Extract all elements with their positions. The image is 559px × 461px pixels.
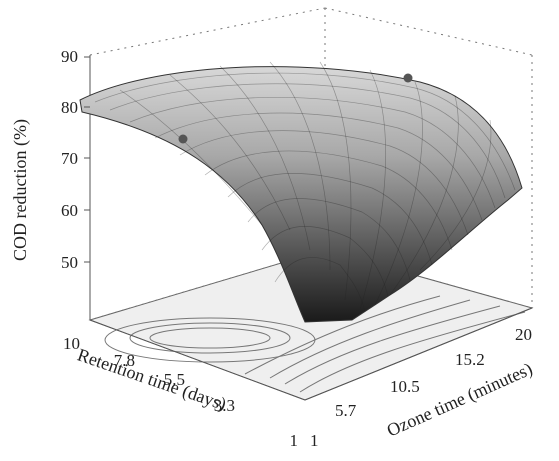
y-tick-label: 10 [63, 334, 80, 353]
z-tick-label: 70 [61, 149, 78, 168]
z-axis: 90 80 70 60 50 COD reduction (%) [10, 47, 90, 272]
y-tick-label: 3.3 [214, 396, 235, 415]
z-axis-label: COD reduction (%) [10, 119, 31, 261]
x-tick-label: 15.2 [455, 350, 485, 369]
y-tick-label: 7.8 [114, 351, 135, 370]
z-tick-label: 60 [61, 201, 78, 220]
x-tick-label: 20 [515, 325, 532, 344]
y-tick-label: 1 [290, 431, 299, 450]
z-tick-label: 80 [61, 98, 78, 117]
x-tick-label: 5.7 [335, 401, 357, 420]
x-tick-label: 1 [310, 431, 319, 450]
observed-point-2 [403, 73, 413, 83]
floor-contours [104, 295, 526, 393]
z-tick-label: 90 [61, 47, 78, 66]
response-surface [79, 66, 523, 323]
z-tick-label: 50 [61, 253, 78, 272]
y-tick-label: 5.5 [164, 370, 185, 389]
observed-point-1 [178, 134, 188, 144]
surface-mesh [94, 61, 516, 313]
x-axis-label: Ozone time (minutes) [384, 358, 536, 441]
x-tick-label: 10.5 [390, 377, 420, 396]
